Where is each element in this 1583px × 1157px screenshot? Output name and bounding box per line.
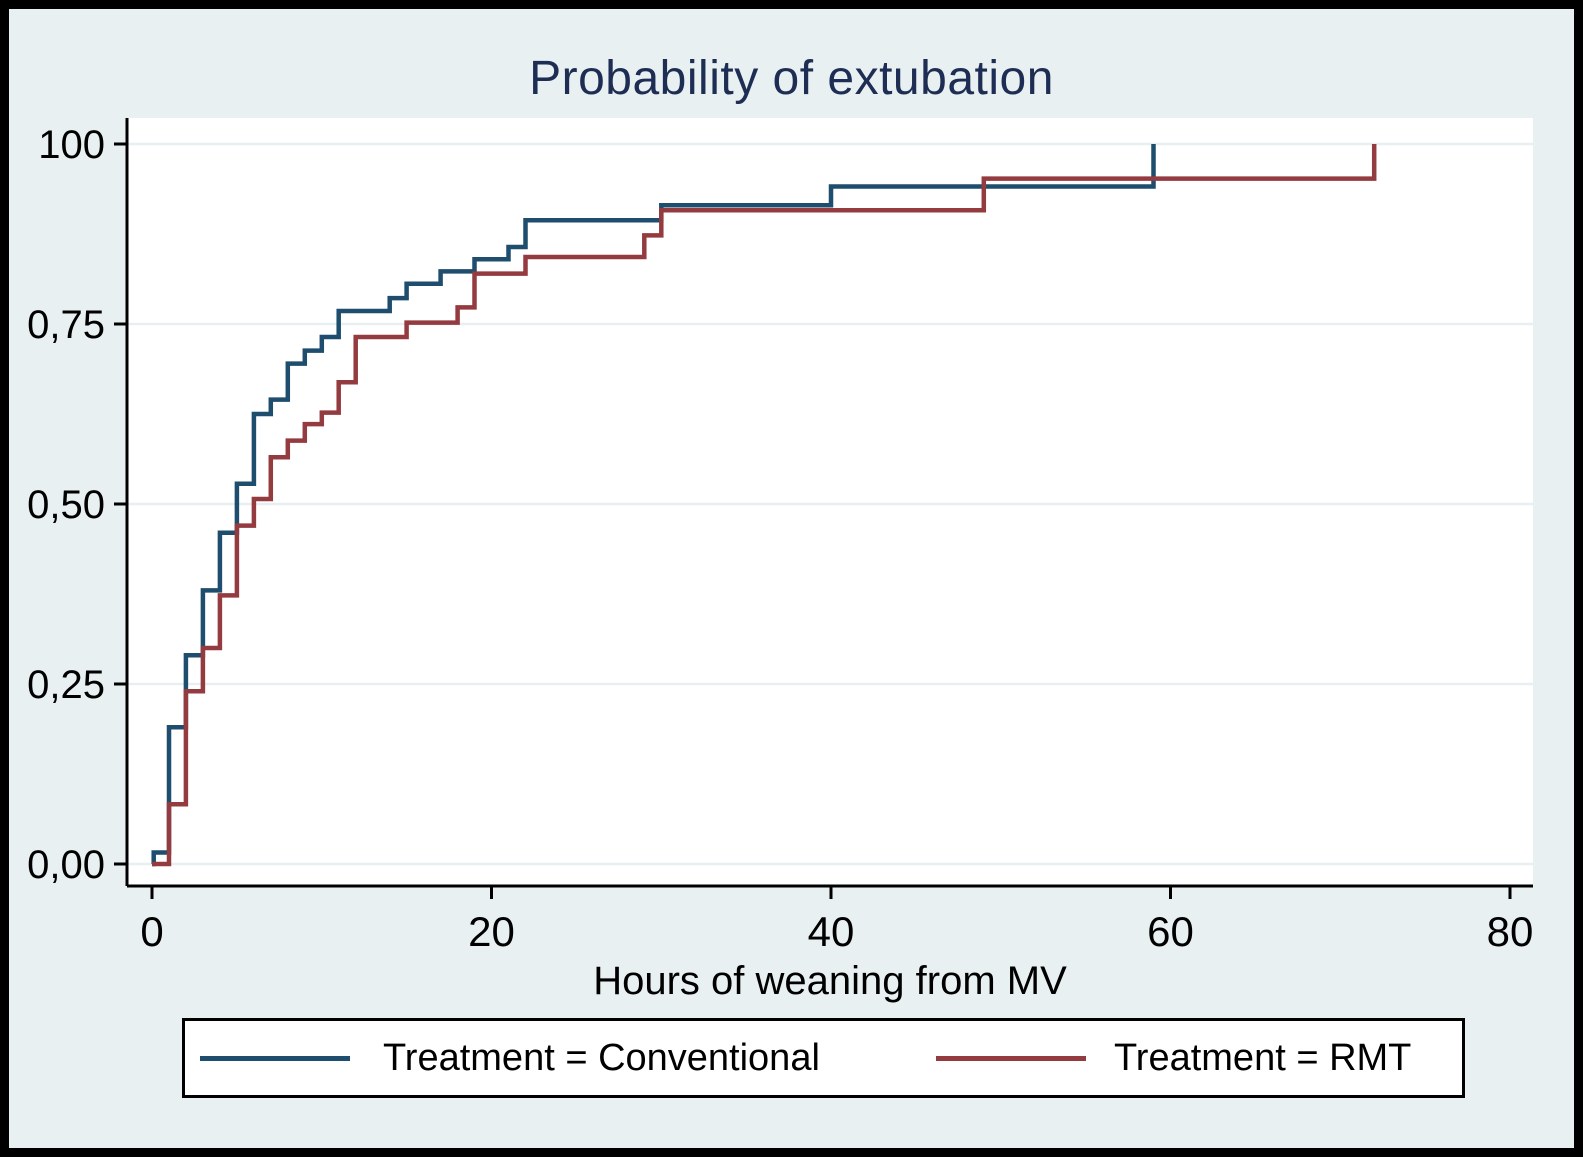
x-axis-title: Hours of weaning from MV [593,959,1067,1003]
legend-line-conventional [200,1056,350,1061]
km-plot-area: 0,00 0,25 0,50 0,75 100 0 20 40 60 80 [27,118,1534,955]
x-tick-label: 0 [140,908,163,955]
series-rmt-line [152,144,1377,867]
legend-label-conventional: Treatment = Conventional [383,1037,820,1079]
x-tick-label: 20 [468,908,515,955]
legend-box: Treatment = Conventional Treatment = RMT [182,1018,1465,1098]
y-tick-label: 0,50 [27,483,105,527]
chart-title: Probability of extubation [529,52,1054,105]
legend-label-rmt: Treatment = RMT [1114,1037,1412,1079]
plot-background [127,118,1533,886]
y-tick-label: 100 [38,123,105,167]
x-tick-label: 80 [1487,908,1534,955]
legend-line-rmt [936,1056,1086,1061]
y-tick-label: 0,00 [27,843,105,887]
x-tick-label: 40 [808,908,855,955]
x-tick-label: 60 [1147,908,1194,955]
y-tick-label: 0,75 [27,303,105,347]
y-tick-label: 0,25 [27,663,105,707]
